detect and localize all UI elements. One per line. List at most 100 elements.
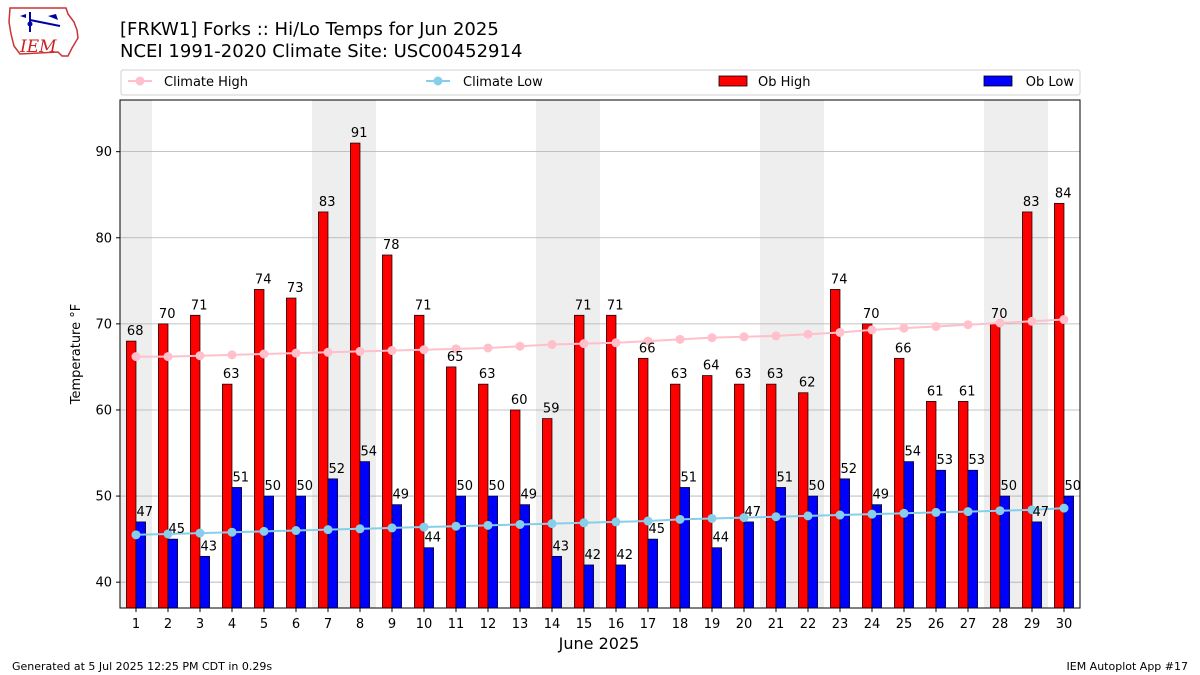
x-tick-label-17: 17 [640,617,657,632]
label-ob-low-day-21: 51 [777,470,794,485]
point-climate-low-day-16 [611,517,621,527]
x-tick-label-19: 19 [704,617,721,632]
label-ob-high-day-28: 70 [991,307,1008,322]
weather-station-icon [20,12,61,32]
label-ob-low-day-17: 45 [649,522,666,537]
footer-app: IEM Autoplot App #17 [1067,660,1189,673]
bar-ob-low-day-25 [903,461,914,609]
label-ob-high-day-16: 71 [607,298,624,313]
point-climate-low-day-12 [483,520,493,530]
legend-swatch-ob-low [983,75,1013,87]
label-ob-low-day-19: 44 [713,531,730,546]
point-climate-low-day-2 [163,529,173,539]
label-ob-high-day-20: 63 [735,367,752,382]
label-ob-low-day-10: 44 [425,531,442,546]
point-climate-high-day-11 [451,344,461,354]
line-climate-low [135,507,1065,536]
chart-title-line2: NCEI 1991-2020 Climate Site: USC00452914 [120,41,522,62]
climate-lines [131,315,1069,540]
point-climate-low-day-7 [323,525,333,535]
bar-ob-high-day-1 [126,340,137,609]
bar-ob-low-day-8 [359,461,370,609]
x-tick-label-7: 7 [324,617,332,632]
label-ob-low-day-2: 45 [169,522,186,537]
point-climate-low-day-3 [195,528,205,538]
x-tick-label-28: 28 [992,617,1009,632]
point-climate-high-day-28 [995,318,1005,328]
label-ob-high-day-13: 60 [511,393,528,408]
chart-title-line1: [FRKW1] Forks :: Hi/Lo Temps for Jun 202… [120,19,499,40]
label-ob-high-day-15: 71 [575,298,592,313]
label-ob-high-day-25: 66 [895,341,912,356]
footer-generated: Generated at 5 Jul 2025 12:25 PM CDT in … [12,660,272,673]
bar-ob-high-day-4 [222,383,233,609]
label-ob-low-day-1: 47 [137,505,154,520]
label-ob-high-day-27: 61 [959,384,976,399]
y-tick-label-40: 40 [95,576,112,591]
label-ob-low-day-3: 43 [201,539,218,554]
bar-ob-low-day-21 [775,487,786,609]
x-tick-label-4: 4 [228,617,236,632]
x-axis-label: June 2025 [558,634,640,653]
bar-ob-high-day-10 [414,314,425,609]
bar-ob-high-day-20 [734,383,745,609]
point-climate-high-day-22 [803,329,813,339]
label-ob-low-day-28: 50 [1001,479,1018,494]
bar-ob-low-day-2 [167,538,178,609]
point-climate-high-day-3 [195,351,205,361]
bar-ob-high-day-28 [990,323,1001,609]
iem-logo: IEM [8,7,79,57]
bar-ob-high-day-2 [158,323,169,609]
x-tick-label-10: 10 [416,617,433,632]
point-climate-low-day-20 [739,513,749,523]
x-tick-label-20: 20 [736,617,753,632]
bar-ob-high-day-7 [318,211,329,609]
bar-ob-high-day-29 [1022,211,1033,609]
point-climate-low-day-23 [835,510,845,520]
point-climate-low-day-15 [579,518,589,528]
label-ob-low-day-11: 50 [457,479,474,494]
label-ob-high-day-4: 63 [223,367,240,382]
legend-label-climate-low: Climate Low [463,75,543,90]
label-ob-low-day-15: 42 [585,548,602,563]
x-tick-label-8: 8 [356,617,364,632]
point-climate-low-day-17 [643,516,653,526]
label-ob-low-day-24: 49 [873,488,890,503]
bar-ob-high-day-21 [766,383,777,609]
point-climate-high-day-9 [387,346,397,356]
y-tick-label-70: 70 [95,317,112,332]
legend-entry-climate-low: Climate Low [426,75,543,90]
y-tick-label-60: 60 [95,403,112,418]
y-tick-label-80: 80 [95,231,112,246]
label-ob-high-day-19: 64 [703,359,720,374]
point-climate-high-day-4 [227,350,237,360]
point-climate-high-day-16 [611,338,621,348]
label-ob-high-day-2: 70 [159,307,176,322]
label-ob-low-day-9: 49 [393,488,410,503]
bar-ob-low-day-23 [839,478,850,609]
point-climate-low-day-1 [131,530,141,540]
plot-area: 6847704571436351745073508352915478497144… [95,99,1081,632]
point-climate-high-day-23 [835,327,845,337]
label-ob-low-day-25: 54 [905,445,922,460]
x-tick-label-16: 16 [608,617,625,632]
point-climate-high-day-12 [483,343,493,353]
bar-ob-low-day-29 [1031,521,1042,609]
point-climate-low-day-30 [1059,503,1069,513]
logo-text: IEM [19,37,57,57]
legend-marker-climate-low [433,76,443,86]
point-climate-low-day-11 [451,521,461,531]
point-climate-low-day-14 [547,519,557,529]
label-ob-low-day-8: 54 [361,445,378,460]
x-tick-label-27: 27 [960,617,977,632]
label-ob-low-day-22: 50 [809,479,826,494]
x-tick-label-1: 1 [132,617,140,632]
x-tick-label-29: 29 [1024,617,1041,632]
bar-ob-low-day-9 [391,504,402,609]
label-ob-high-day-10: 71 [415,298,432,313]
bar-ob-high-day-5 [254,289,265,609]
bar-ob-high-day-13 [510,409,521,609]
legend-box [120,69,1081,96]
label-ob-high-day-17: 66 [639,341,656,356]
